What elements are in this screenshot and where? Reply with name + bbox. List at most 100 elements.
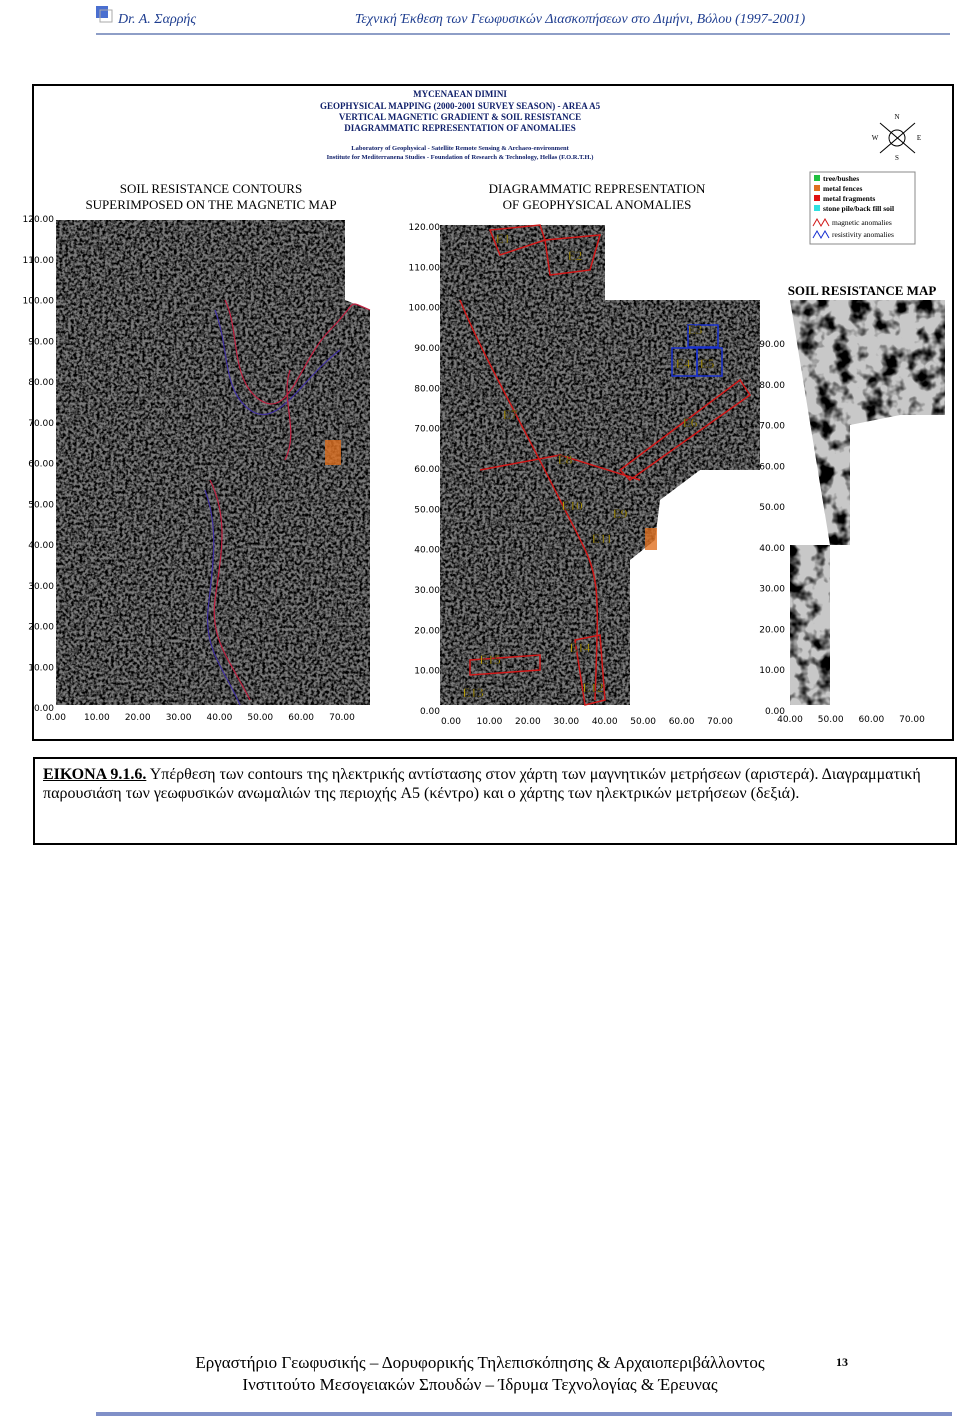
legend-text: tree/bushes [823,174,859,183]
y-tick-label: 0.00 [765,707,785,717]
y-tick-label: 110.00 [23,256,55,266]
y-tick-label: 80.00 [759,381,785,391]
x-tick-label: 0.00 [46,713,66,723]
x-tick-label: 60.00 [858,715,884,725]
y-tick-label: 10.00 [759,666,785,676]
magnetic-map-left [56,220,370,705]
x-tick-label: 40.00 [777,715,803,725]
y-tick-label: 120.00 [23,215,55,225]
lab-line: Laboratory of Geophysical - Satellite Re… [351,145,569,152]
x-tick-label: 50.00 [630,717,656,727]
figure-frame [32,84,954,741]
anomaly-label: E11 [592,531,612,546]
x-tick-label: 70.00 [707,717,733,727]
y-tick-label: 10.00 [414,667,440,677]
magnetic-map-center [440,225,760,705]
anomaly-label: E5 [700,356,714,371]
x-tick-label: 20.00 [515,717,541,727]
x-tick-label: 30.00 [166,713,192,723]
y-tick-label: 40.00 [28,541,54,551]
anomaly-label: E7 [503,407,518,422]
y-tick-label: 40.00 [414,546,440,556]
caption-label: ΕΙΚΟΝΑ 9.1.6. [43,766,147,783]
y-tick-label: 90.00 [414,344,440,354]
y-tick-label: 70.00 [759,422,785,432]
x-tick-label: 40.00 [207,713,233,723]
anomaly-label: E14 [570,640,591,655]
y-tick-label: 30.00 [28,582,54,592]
logo [96,6,108,18]
y-tick-label: 60.00 [28,460,54,470]
stone-pile [325,440,341,465]
y-tick-label: 20.00 [28,623,54,633]
x-tick-label: 50.00 [247,713,273,723]
anomaly-label: E9 [613,506,627,521]
compass-letter: W [872,134,879,142]
anomaly-label: E2 [568,248,582,263]
y-tick-label: 50.00 [28,500,54,510]
y-tick-label: 80.00 [414,384,440,394]
x-tick-label: 60.00 [288,713,314,723]
panel-title: SUPERIMPOSED ON THE MAGNETIC MAP [85,197,336,212]
anomaly-outlines [459,224,752,706]
x-tick-label: 0.00 [441,717,461,727]
panel-title: DIAGRAMMATIC REPRESENTATION [489,181,706,196]
anomaly-label: E15 [480,652,501,667]
legend-text: magnetic anomalies [832,218,892,227]
heading-line: GEOPHYSICAL MAPPING (2000-2001 SURVEY SE… [320,101,601,111]
resistance-map [790,300,945,705]
y-tick-label: 120.00 [409,223,441,233]
anomaly-label: E4 [676,356,691,371]
caption-text: Υπέρθεση των contours της ηλεκτρικής αντ… [43,766,921,802]
anomaly-label: E8 [558,452,572,467]
caption: ΕΙΚΟΝΑ 9.1.6. Υπέρθεση των contours της … [33,757,957,845]
compass [879,122,916,154]
x-tick-label: 10.00 [84,713,110,723]
x-tick-label: 10.00 [477,717,503,727]
y-tick-label: 90.00 [759,340,785,350]
footer-line: Ινστιτούτο Μεσογειακών Σπουδών – Ίδρυμα … [242,1375,718,1394]
anomaly-blue [671,324,723,377]
y-tick-label: 70.00 [414,425,440,435]
y-tick-label: 70.00 [28,419,54,429]
y-tick-label: 60.00 [414,465,440,475]
heading-line: VERTICAL MAGNETIC GRADIENT & SOIL RESIST… [339,112,581,122]
header-title: Τεχνική Έκθεση των Γεωφυσικών Διασκοπήσε… [355,12,806,27]
compass-letter: E [917,134,921,142]
anomaly-label: E1 [496,231,510,246]
page-number: 13 [836,1355,848,1369]
y-tick-label: 10.00 [28,663,54,673]
y-tick-label: 40.00 [759,544,785,554]
x-tick-label: 30.00 [553,717,579,727]
legend-text: metal fragments [823,194,875,203]
y-tick-label: 100.00 [23,297,55,307]
y-tick-label: 20.00 [414,626,440,636]
anomaly-label: E3 [688,322,702,337]
x-tick-label: 40.00 [592,717,618,727]
y-tick-label: 90.00 [28,337,54,347]
heading-line: MYCENAEAN DIMINI [413,89,507,99]
y-tick-label: 0.00 [34,704,54,714]
legend-text: resistivity anomalies [832,230,894,239]
legend [809,171,916,245]
logo [99,9,113,23]
footer-line: Εργαστήριο Γεωφυσικής – Δορυφορικής Τηλε… [195,1353,765,1372]
anomaly-label: E10 [562,498,583,513]
stone-pile [645,528,657,550]
compass-letter: N [894,113,899,121]
anomaly-label: E6 [683,415,698,430]
lab-line: Institute for Mediterranena Studies - Fo… [327,154,594,161]
y-tick-label: 100.00 [409,304,441,314]
anomaly-label: E12 [583,680,604,695]
y-tick-label: 110.00 [409,263,441,273]
resistivity-contours [204,299,371,706]
y-tick-label: 60.00 [759,462,785,472]
heading-line: DIAGRAMMATIC REPRESENTATION OF ANOMALIES [344,123,575,133]
panel-title: OF GEOPHYSICAL ANOMALIES [503,197,692,212]
x-tick-label: 60.00 [669,717,695,727]
y-tick-label: 0.00 [420,707,440,717]
panel-title: SOIL RESISTANCE CONTOURS [120,181,302,196]
anomaly-label: E13 [463,685,484,700]
